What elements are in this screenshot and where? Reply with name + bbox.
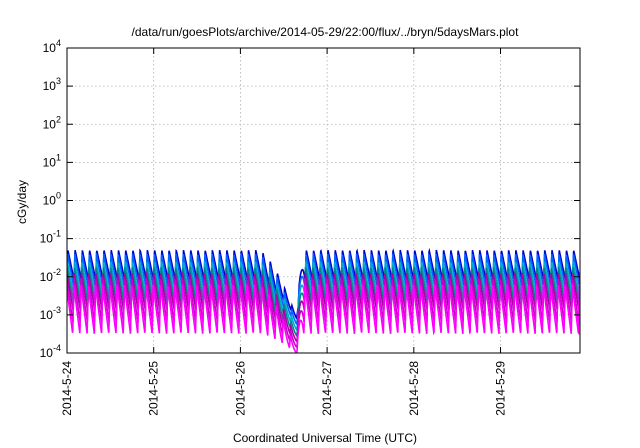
y-tick-exponent: -4 — [53, 343, 61, 353]
y-tick-label: 10-4 — [40, 343, 61, 360]
y-tick-base: 10 — [40, 346, 54, 360]
chart-title: /data/run/goesPlots/archive/2014-05-29/2… — [132, 25, 520, 39]
y-tick-base: 10 — [43, 155, 57, 169]
y-tick-base: 10 — [43, 79, 57, 93]
y-tick-label: 100 — [43, 191, 61, 208]
y-axis-label: cGy/day — [15, 180, 29, 224]
y-tick-base: 10 — [43, 117, 57, 131]
y-tick-exponent: 4 — [56, 38, 61, 48]
x-tick-label: 2014-5-28 — [407, 361, 421, 416]
y-tick-exponent: -1 — [53, 229, 61, 239]
y-tick-label: 104 — [43, 38, 61, 55]
y-tick-label: 101 — [43, 152, 61, 169]
y-tick-base: 10 — [40, 308, 54, 322]
y-tick-base: 10 — [43, 41, 57, 55]
series-line — [67, 282, 580, 353]
x-tick-label: 2014-5-27 — [320, 361, 334, 416]
y-tick-exponent: 0 — [56, 191, 61, 201]
y-tick-label: 102 — [43, 114, 61, 131]
y-tick-base: 10 — [40, 232, 54, 246]
y-tick-label: 103 — [43, 76, 61, 93]
x-axis-label: Coordinated Universal Time (UTC) — [233, 431, 417, 445]
y-tick-base: 10 — [43, 194, 57, 208]
x-axis-ticks: 2014-5-24 2014-5-25 2014-5-26 2014-5-27 2014… — [60, 48, 508, 416]
y-tick-label: 10-1 — [40, 229, 61, 246]
y-tick-base: 10 — [40, 270, 54, 284]
y-tick-label: 10-2 — [40, 267, 61, 284]
y-tick-exponent: -3 — [53, 305, 61, 315]
y-tick-exponent: 2 — [56, 114, 61, 124]
y-tick-exponent: 1 — [56, 152, 61, 162]
x-tick-label: 2014-5-25 — [147, 361, 161, 416]
series-layer — [67, 247, 580, 353]
x-tick-label: 2014-5-24 — [60, 361, 74, 416]
y-tick-exponent: -2 — [53, 267, 61, 277]
y-tick-exponent: 3 — [56, 76, 61, 86]
x-tick-label: 2014-5-26 — [233, 361, 247, 416]
x-tick-label: 2014-5-29 — [494, 361, 508, 416]
y-tick-label: 10-3 — [40, 305, 61, 322]
series-line — [67, 247, 580, 321]
